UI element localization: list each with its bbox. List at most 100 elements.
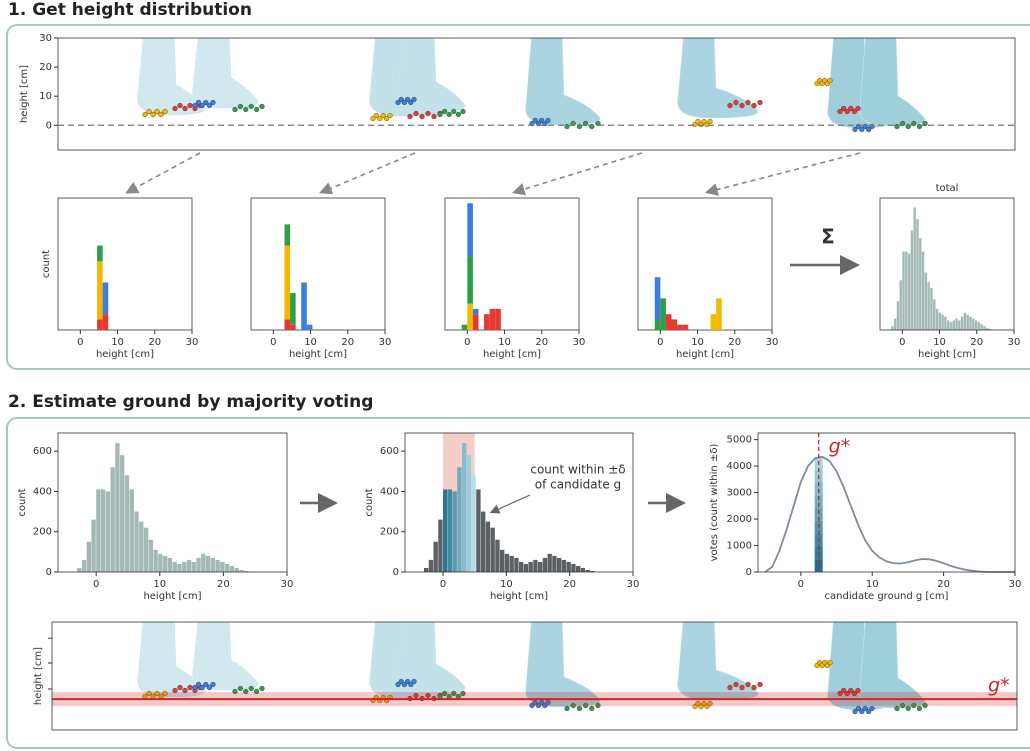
bar-segment [290,293,296,325]
y-tick-label: 0 [46,567,52,578]
bar-segment [290,325,296,330]
bar [538,562,542,572]
section-title: 2. Estimate ground by majority voting [8,392,373,412]
bar-segment [467,256,473,304]
bar [975,320,977,330]
keypoint [173,106,178,111]
y-tick-label: 4000 [727,461,752,472]
keypoint [917,706,922,711]
keypoint [238,686,243,691]
keypoint [734,682,739,687]
y-tick-label: 400 [380,486,399,497]
x-tick-label: 10 [866,579,879,590]
bar-segment [97,261,103,319]
x-tick-label: 10 [933,337,946,348]
keypoint [870,706,875,711]
y-axis-label: count [41,250,52,278]
bar [939,313,941,330]
bar-segment [467,304,473,330]
bar [96,489,100,572]
keypoint [243,107,248,112]
keypoint [828,78,833,83]
bar [894,319,896,330]
keypoint [746,682,751,687]
bar [196,558,200,572]
bar [900,280,902,330]
bar [978,322,980,330]
keypoint [752,103,757,108]
bar [453,491,457,572]
axes-frame [758,433,1015,572]
bar [201,554,205,572]
x-tick-label: 0 [93,579,99,590]
keypoint [577,706,582,711]
bar [958,320,960,330]
bar [149,540,153,572]
keypoint [740,103,745,108]
bar [571,564,575,572]
bar [106,491,110,572]
bar [500,550,504,572]
bar [581,568,585,572]
bar [510,556,514,572]
bar [467,455,471,572]
bar-segment [307,325,313,330]
keypoint [260,686,265,691]
bar-segment [285,319,291,330]
bar [220,562,224,572]
chart-title: total [936,183,959,194]
bar [173,562,177,572]
bar-segment [467,203,473,256]
x-tick-label: 0 [440,579,446,590]
g-star-label: g* [988,675,1010,697]
x-tick-label: 20 [563,579,576,590]
bar-segment [473,309,479,314]
x-tick-label: 20 [937,579,950,590]
keypoint [442,109,447,114]
bar [177,564,181,572]
bar [130,489,134,572]
bar [950,322,952,330]
x-tick-label: 30 [186,337,199,348]
x-tick-label: 10 [691,337,704,348]
y-tick-label: 0 [46,120,52,131]
bar [443,489,447,572]
x-axis-label: height [cm] [676,349,734,360]
bar-segment [655,277,661,319]
x-tick-label: 30 [1009,579,1022,590]
bar [543,558,547,572]
bar [101,489,105,572]
bar [562,560,566,572]
x-tick-label: 10 [304,337,317,348]
x-tick-label: 0 [77,337,83,348]
bar [206,556,210,572]
keypoint [708,119,713,124]
keypoint [143,112,148,117]
y-axis-label: count [17,488,28,516]
bar [552,556,556,572]
keypoint [728,685,733,690]
bar [548,554,552,572]
arrows [128,153,860,192]
y-tick-label: 30 [39,33,52,44]
bar [125,475,129,572]
keypoint [758,100,763,105]
bar [120,455,124,572]
bar [115,443,119,572]
x-axis-label: height [cm] [918,349,976,360]
keypoint [408,114,413,119]
keypoint [734,100,739,105]
bar [438,520,442,572]
x-tick-label: 30 [573,337,586,348]
figure: 1. Get height distribution 2. Estimate g… [0,0,1030,751]
bar-segment [473,314,479,330]
bar [961,317,963,330]
bar [905,252,907,330]
bar-segment [301,282,307,330]
bar [448,489,452,572]
bar [168,558,172,572]
x-tick-label: 10 [498,337,511,348]
bar-segment [716,298,722,330]
bar [134,512,138,572]
strip-scene [138,30,928,132]
